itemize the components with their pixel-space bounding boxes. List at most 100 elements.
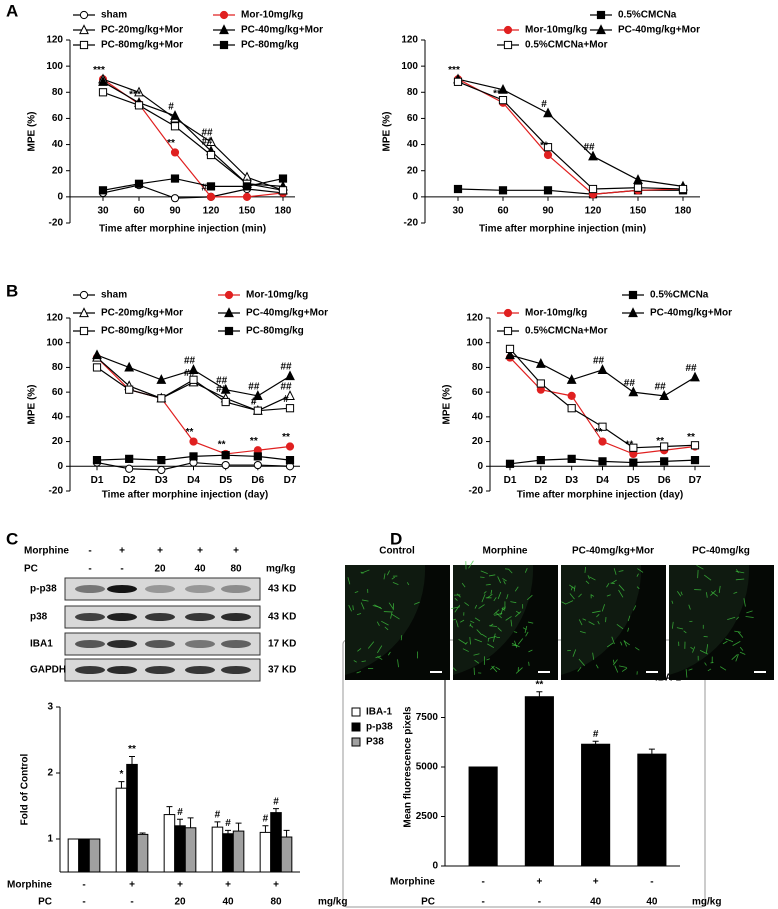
marker — [678, 184, 688, 194]
condition-value: - — [130, 897, 133, 908]
marker — [156, 374, 167, 384]
blot-row-label: p-p38 — [30, 584, 57, 595]
annotation: # — [263, 813, 269, 824]
marker — [690, 371, 700, 382]
cell — [510, 619, 513, 627]
marker — [79, 307, 89, 318]
bar — [126, 763, 138, 873]
legend-swatch — [351, 737, 361, 747]
cell — [508, 569, 513, 574]
condition-value: 80 — [270, 897, 282, 908]
marker — [98, 186, 108, 195]
marker — [285, 390, 295, 400]
marker — [224, 307, 234, 318]
blot-condition-value: - — [88, 564, 91, 575]
image-label: PC-40mg/kg — [692, 546, 750, 557]
y-tick-label: 0 — [477, 461, 483, 472]
cell — [704, 574, 712, 581]
cell — [635, 647, 640, 651]
cell — [489, 625, 497, 627]
x-tick-label: 120 — [203, 205, 220, 216]
blot-band — [185, 666, 215, 674]
cell — [610, 582, 615, 585]
x-tick-label: 180 — [275, 205, 292, 216]
cell — [352, 605, 354, 611]
marker — [125, 454, 134, 463]
cell — [487, 643, 495, 648]
cell — [699, 649, 709, 655]
cell — [526, 594, 533, 601]
annotation: ## — [593, 356, 605, 367]
marker — [79, 326, 89, 336]
cell — [671, 600, 674, 604]
y-tick-label: 100 — [466, 337, 483, 348]
condition-value: + — [225, 880, 231, 891]
cell — [618, 665, 627, 668]
bar — [163, 814, 176, 873]
legend-label: PC-80mg/kg+Mor — [101, 326, 183, 337]
cell — [347, 577, 351, 585]
y-axis-label: MPE (%) — [382, 112, 393, 152]
cell — [513, 631, 518, 633]
y-tick-label: 80 — [407, 87, 419, 98]
marker — [629, 443, 638, 452]
marker — [206, 192, 216, 201]
marker — [598, 457, 607, 466]
tissue — [345, 565, 426, 675]
bar — [270, 812, 282, 873]
cell — [736, 569, 739, 574]
bar — [232, 830, 245, 873]
blot-condition-value: - — [120, 564, 123, 575]
cell — [671, 621, 674, 629]
cell — [387, 651, 391, 656]
cell — [582, 618, 587, 621]
y-tick-label: 120 — [401, 35, 418, 46]
legend-label: sham — [101, 10, 127, 21]
bar — [211, 826, 224, 873]
cell — [718, 585, 721, 593]
y-tick-label: 120 — [466, 313, 483, 324]
cell — [514, 586, 519, 592]
cell — [493, 597, 497, 602]
cell — [690, 646, 694, 650]
marker — [629, 458, 638, 467]
cell — [505, 616, 512, 621]
cell — [585, 580, 590, 585]
condition-value: - — [82, 880, 85, 891]
cell — [383, 573, 386, 580]
cell — [734, 630, 741, 633]
error-bar — [166, 806, 173, 815]
cell — [481, 633, 487, 638]
cell — [490, 589, 493, 595]
blot-band — [107, 640, 137, 648]
cell — [596, 613, 600, 618]
blot-condition-value: + — [119, 546, 125, 557]
cell — [377, 656, 383, 660]
marker — [92, 456, 102, 465]
cell — [400, 635, 403, 641]
bar — [174, 825, 186, 873]
marker — [92, 349, 102, 360]
cell — [565, 600, 574, 605]
blot-row-label: GAPDH — [30, 665, 66, 676]
legend-label: Mor-10mg/kg — [246, 290, 308, 301]
x-tick-label: D2 — [123, 475, 136, 486]
blot-condition-value: 80 — [230, 564, 242, 575]
annotation: ** — [128, 744, 136, 755]
blot-size: 17 KD — [268, 639, 296, 650]
x-tick-label: 30 — [452, 205, 464, 216]
marker — [628, 386, 639, 397]
cell — [578, 658, 585, 666]
x-tick-label: D5 — [627, 475, 640, 486]
condition-value: + — [536, 877, 542, 888]
error-bar — [273, 808, 279, 813]
cell — [391, 576, 396, 580]
marker — [598, 437, 607, 446]
cell — [620, 641, 623, 646]
cell — [592, 610, 601, 614]
cell — [688, 668, 693, 671]
cell — [354, 591, 359, 593]
cell — [406, 582, 410, 586]
x-tick-label: D4 — [596, 475, 609, 486]
annotation: *** — [129, 90, 141, 101]
